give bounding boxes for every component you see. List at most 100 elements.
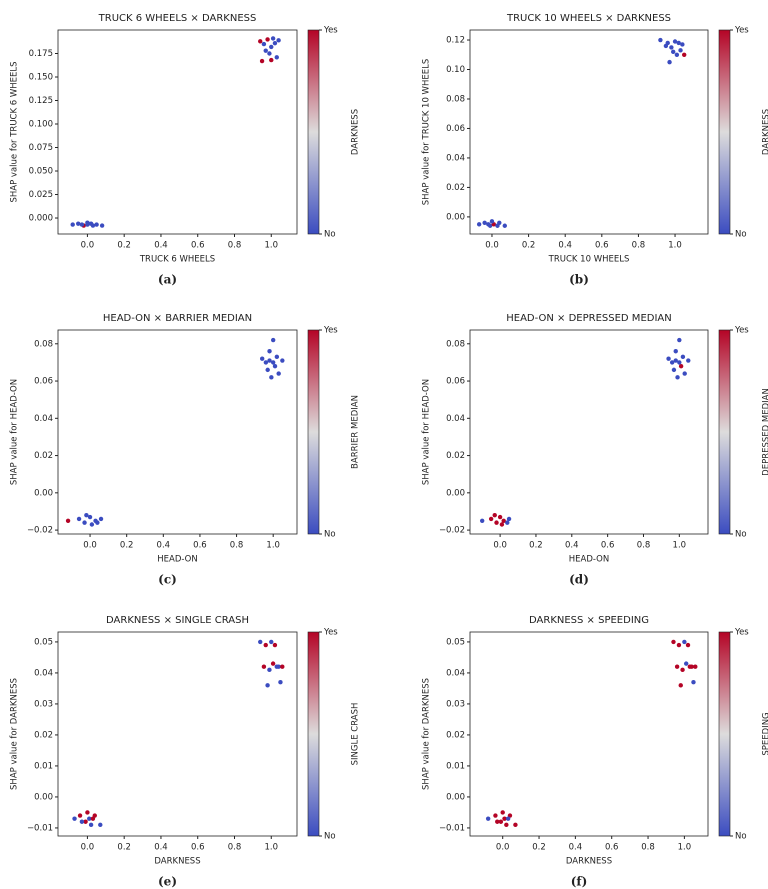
colorbar-label: SINGLE CRASH [351,703,361,766]
point [678,48,683,53]
point [274,55,279,60]
point [269,375,274,380]
point [505,816,511,821]
x-tick-label: 0.4 [558,241,572,251]
point [493,813,498,818]
point [88,822,94,828]
point [258,39,263,44]
point [280,358,285,363]
colorbar-tick-label: No [735,530,747,540]
y-tick-label: 0.050 [29,167,53,177]
y-tick-label: 0.08 [446,94,465,104]
x-tick-label: 1.0 [678,843,692,853]
point [674,664,680,669]
y-tick-label: 0.03 [446,699,465,709]
point [488,516,494,522]
point [87,514,93,520]
point [260,356,265,361]
point [267,358,272,363]
y-tick-label: 0.02 [446,183,465,193]
x-tick-label: 0.2 [117,843,131,853]
x-tick-label: 0.2 [117,241,131,251]
point [94,222,99,227]
panel-label: (a) [158,273,177,287]
x-tick-label: 0.0 [83,541,97,551]
y-tick-label: 0.00 [34,488,53,498]
x-tick-label: 0.4 [565,541,579,551]
point [261,664,267,669]
y-tick-label: 0.03 [34,699,53,709]
point [502,816,507,821]
point [485,816,491,821]
plot-frame [469,29,709,235]
point [677,337,682,343]
point [95,520,100,525]
x-axis-label: TRUCK 6 WHEELS [139,255,215,265]
colorbar [718,631,731,837]
point [267,349,272,354]
point [686,358,691,363]
panel-label: (c) [158,573,177,587]
x-tick-label: 0.0 [485,241,499,251]
y-tick-label: 0.00 [34,792,53,802]
x-tick-label: 0.6 [605,843,619,853]
y-tick-label: 0.04 [446,668,465,678]
y-tick-label: 0.04 [446,414,465,424]
y-tick-label: −0.01 [27,823,53,833]
point [482,220,487,225]
point [89,522,95,527]
y-tick-label: 0.100 [29,120,53,130]
point [683,661,689,666]
y-tick-label: 0.150 [29,73,53,83]
point [263,48,268,53]
x-tick-label: 0.8 [228,241,242,251]
point [82,520,87,525]
y-tick-label: 0.04 [34,414,53,424]
x-tick-label: 1.0 [264,241,278,251]
y-tick-label: 0.125 [29,96,53,106]
point [666,356,671,361]
y-tick-label: 0.02 [446,451,465,461]
point [265,37,270,42]
x-tick-label: 0.0 [493,541,507,551]
point [691,680,696,685]
point [489,219,495,224]
x-tick-label: 0.8 [632,241,646,251]
chart-title: DARKNESS × SPEEDING [529,615,649,626]
x-tick-label: 0.4 [154,843,168,853]
colorbar-tick-label: Yes [734,628,749,638]
point [259,58,265,64]
point [669,360,675,365]
point [682,52,687,57]
point [76,221,81,226]
point [270,661,276,666]
point [685,642,691,648]
point [676,40,681,46]
chart-title: HEAD-ON × BARRIER MEDIAN [103,313,252,324]
point [272,363,278,369]
y-tick-label: 0.175 [29,49,53,59]
colorbar-label: SPEEDING [762,712,768,755]
y-tick-label: 0.08 [34,339,53,349]
point [269,44,274,50]
x-tick-label: 1.0 [673,541,687,551]
point [272,642,278,648]
x-tick-label: 0.2 [522,241,536,251]
chart-title: HEAD-ON × DEPRESSED MEDIAN [506,313,671,324]
x-tick-label: 0.8 [230,541,244,551]
x-tick-label: 1.0 [266,541,280,551]
point [270,360,276,365]
y-axis-label: SHAP value for HEAD-ON [10,379,20,485]
point [505,520,510,525]
point [274,354,280,360]
point [500,810,505,815]
x-tick-label: 0.8 [641,843,655,853]
x-tick-label: 1.0 [668,241,682,251]
x-tick-label: 0.0 [496,843,510,853]
point [263,360,269,365]
point [499,522,505,527]
colorbar [718,29,731,235]
point [98,516,104,522]
panel-label: (e) [158,875,177,889]
x-tick-label: 0.4 [569,843,583,853]
